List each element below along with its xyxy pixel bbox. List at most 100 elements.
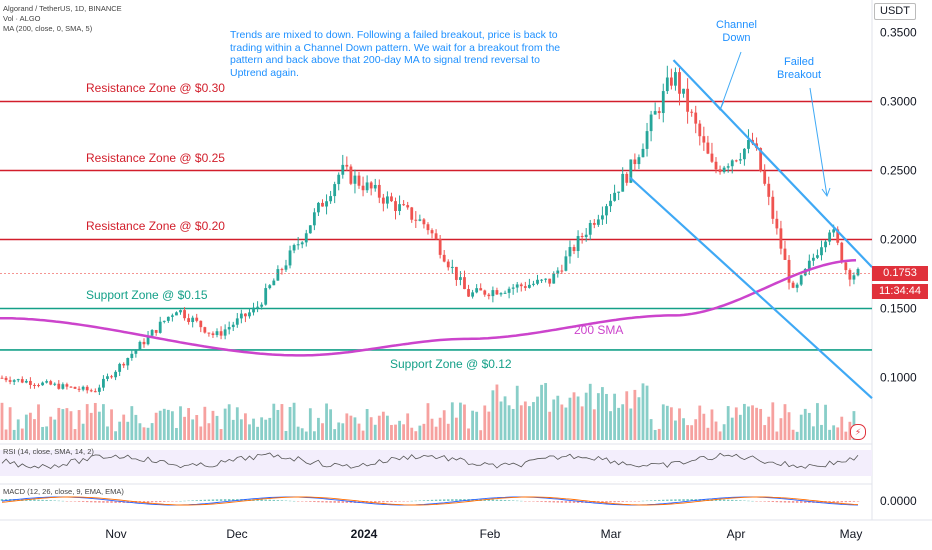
x-tick-label: 2024 — [351, 527, 378, 541]
volume-bar — [759, 408, 763, 440]
candle — [110, 376, 113, 378]
volume-bar — [138, 423, 142, 440]
volume-bar — [244, 413, 247, 440]
volume-bar — [337, 422, 341, 440]
volume-bar — [442, 410, 446, 440]
candle — [28, 380, 32, 385]
channel-down-annotation: Channel Down — [716, 19, 757, 45]
volume-bar — [763, 425, 767, 440]
macd-histogram-bar — [223, 499, 227, 501]
candle — [613, 192, 616, 201]
candle — [45, 381, 49, 383]
volume-bar — [499, 401, 503, 440]
candle — [698, 123, 702, 137]
lightning-icon[interactable]: ⚡ — [850, 424, 866, 440]
macd-histogram-bar — [690, 499, 693, 501]
candle — [596, 219, 600, 225]
candle — [166, 316, 170, 321]
ma-line[interactable]: MA (200, close, 0, SMA, 5) — [3, 24, 93, 33]
y-tick-label: 0.1500 — [880, 302, 917, 316]
volume-bar — [260, 417, 264, 440]
macd-histogram-bar — [284, 500, 288, 502]
macd-legend[interactable]: MACD (12, 26, close, 9, EMA, EMA) — [3, 487, 124, 496]
macd-histogram-bar — [645, 500, 649, 502]
volume-bar — [53, 419, 57, 440]
candle — [791, 282, 795, 288]
candle — [292, 245, 296, 251]
volume-bar — [434, 426, 438, 440]
volume-bar — [235, 407, 239, 440]
volume-bar — [300, 428, 304, 440]
volume-bar — [450, 402, 454, 440]
volume-bar — [775, 431, 779, 440]
volume-bar — [503, 396, 507, 440]
macd-histogram-bar — [321, 501, 324, 503]
candle — [450, 266, 454, 268]
candle — [523, 286, 527, 288]
volume-bar — [799, 414, 803, 440]
macd-histogram-bar — [386, 501, 389, 503]
macd-histogram-bar — [511, 500, 515, 501]
volume-bar — [540, 384, 543, 440]
candle — [710, 153, 714, 162]
macd-histogram-bar — [507, 500, 511, 501]
volume-bar — [779, 418, 783, 440]
volume-bar — [179, 406, 182, 440]
volume-line[interactable]: Vol · ALGO — [3, 14, 41, 23]
macd-histogram-bar — [41, 499, 44, 501]
macd-histogram-bar — [771, 501, 775, 502]
candle — [499, 293, 503, 295]
macd-histogram-bar — [94, 501, 97, 503]
volume-bar — [726, 406, 730, 440]
volume-bar — [410, 427, 414, 440]
candle — [16, 379, 20, 381]
candle — [118, 363, 122, 372]
volume-bar — [398, 420, 401, 440]
macd-histogram-bar — [540, 501, 543, 502]
volume-bar — [207, 423, 211, 440]
macd-histogram-bar — [572, 501, 576, 503]
volume-bar — [487, 411, 491, 440]
volume-bar — [824, 404, 827, 440]
volume-bar — [93, 402, 97, 440]
macd-histogram-bar — [288, 500, 292, 502]
candle — [138, 341, 142, 350]
macd-histogram-bar — [114, 501, 117, 503]
currency-selector[interactable]: USDT — [874, 3, 916, 20]
channel-lower-line — [629, 176, 873, 400]
candle — [511, 287, 515, 289]
volume-bar — [333, 429, 337, 440]
macd-histogram-bar — [227, 499, 231, 501]
resistance-label-025: Resistance Zone @ $0.25 — [86, 151, 225, 165]
volume-bar — [49, 416, 53, 440]
macd-histogram-bar — [726, 499, 730, 501]
volume-bar — [118, 421, 122, 440]
candle — [325, 201, 328, 207]
macd-histogram-bar — [163, 501, 166, 502]
volume-bar — [175, 427, 178, 440]
macd-histogram-bar — [159, 501, 162, 503]
candle — [734, 160, 738, 162]
macd-histogram-bar — [455, 499, 458, 501]
candle — [552, 273, 556, 284]
candle — [211, 333, 215, 336]
volume-bar — [523, 401, 527, 440]
candle — [637, 157, 641, 165]
candle — [564, 256, 568, 271]
macd-line — [1, 496, 859, 506]
candle — [223, 329, 227, 336]
symbol-line[interactable]: Algorand / TetherUS, 1D, BINANCE — [3, 4, 122, 13]
candle — [280, 269, 284, 271]
rsi-legend[interactable]: RSI (14, close, SMA, 14, 2) — [3, 447, 94, 456]
macd-histogram-bar — [57, 500, 60, 502]
candle — [312, 212, 316, 226]
macd-histogram-bar — [305, 501, 308, 502]
candle — [828, 232, 832, 242]
candle — [81, 386, 85, 390]
failed-line1: Failed — [784, 56, 814, 68]
candle — [97, 387, 101, 392]
volume-bar — [718, 431, 722, 440]
macd-histogram-bar — [795, 501, 799, 503]
candle — [49, 381, 53, 385]
